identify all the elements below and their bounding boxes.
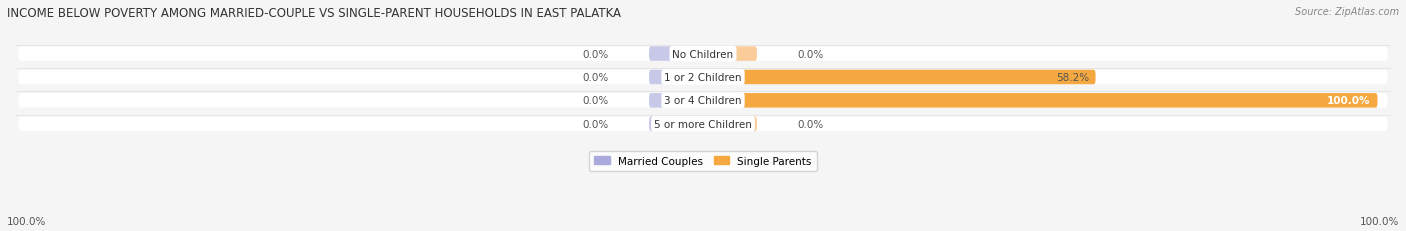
FancyBboxPatch shape	[703, 117, 756, 131]
Text: No Children: No Children	[672, 49, 734, 59]
Text: Source: ZipAtlas.com: Source: ZipAtlas.com	[1295, 7, 1399, 17]
Text: 0.0%: 0.0%	[797, 49, 824, 59]
FancyBboxPatch shape	[703, 94, 1378, 108]
Text: 0.0%: 0.0%	[582, 119, 609, 129]
Text: 0.0%: 0.0%	[582, 96, 609, 106]
Text: 1 or 2 Children: 1 or 2 Children	[664, 73, 742, 83]
FancyBboxPatch shape	[650, 94, 703, 108]
FancyBboxPatch shape	[18, 47, 1388, 61]
FancyBboxPatch shape	[650, 47, 703, 61]
Text: INCOME BELOW POVERTY AMONG MARRIED-COUPLE VS SINGLE-PARENT HOUSEHOLDS IN EAST PA: INCOME BELOW POVERTY AMONG MARRIED-COUPL…	[7, 7, 621, 20]
FancyBboxPatch shape	[18, 70, 1388, 85]
FancyBboxPatch shape	[703, 47, 756, 61]
Legend: Married Couples, Single Parents: Married Couples, Single Parents	[589, 151, 817, 171]
Text: 100.0%: 100.0%	[1327, 96, 1371, 106]
Text: 58.2%: 58.2%	[1056, 73, 1088, 83]
Text: 0.0%: 0.0%	[797, 119, 824, 129]
Text: 100.0%: 100.0%	[7, 216, 46, 226]
FancyBboxPatch shape	[650, 70, 703, 85]
FancyBboxPatch shape	[18, 94, 1388, 108]
FancyBboxPatch shape	[703, 70, 1095, 85]
FancyBboxPatch shape	[18, 117, 1388, 131]
Text: 100.0%: 100.0%	[1360, 216, 1399, 226]
Text: 0.0%: 0.0%	[582, 73, 609, 83]
FancyBboxPatch shape	[650, 117, 703, 131]
Text: 0.0%: 0.0%	[582, 49, 609, 59]
Text: 5 or more Children: 5 or more Children	[654, 119, 752, 129]
Text: 3 or 4 Children: 3 or 4 Children	[664, 96, 742, 106]
